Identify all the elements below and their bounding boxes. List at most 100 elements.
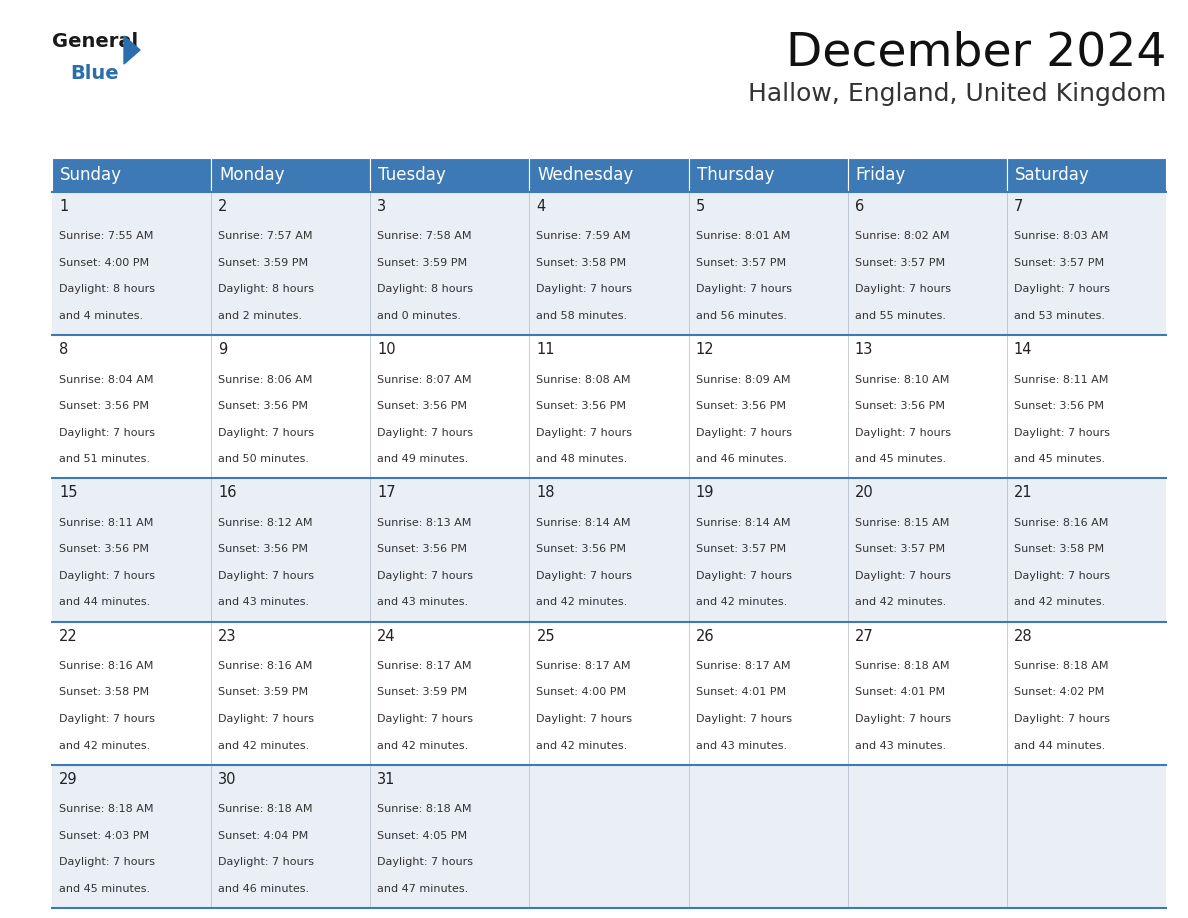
Text: and 44 minutes.: and 44 minutes. [59, 598, 150, 608]
Text: Sunrise: 8:17 AM: Sunrise: 8:17 AM [537, 661, 631, 671]
Text: Sunset: 3:56 PM: Sunset: 3:56 PM [59, 544, 148, 554]
Text: Sunset: 3:59 PM: Sunset: 3:59 PM [219, 258, 308, 268]
Text: and 47 minutes.: and 47 minutes. [378, 884, 468, 894]
Bar [371, 192, 530, 335]
Text: 27: 27 [854, 629, 873, 644]
Text: Sunrise: 8:17 AM: Sunrise: 8:17 AM [378, 661, 472, 671]
Bar [689, 765, 848, 908]
Text: Sunrise: 8:15 AM: Sunrise: 8:15 AM [854, 518, 949, 528]
Text: Daylight: 7 hours: Daylight: 7 hours [59, 857, 154, 868]
Bar [371, 478, 530, 621]
Text: Daylight: 7 hours: Daylight: 7 hours [59, 428, 154, 438]
Text: Daylight: 7 hours: Daylight: 7 hours [378, 428, 473, 438]
Bar [52, 192, 211, 335]
Text: and 43 minutes.: and 43 minutes. [378, 598, 468, 608]
Bar [689, 335, 848, 478]
Text: Sunset: 4:00 PM: Sunset: 4:00 PM [59, 258, 150, 268]
Text: Sunrise: 7:58 AM: Sunrise: 7:58 AM [378, 231, 472, 241]
Text: Sunset: 3:56 PM: Sunset: 3:56 PM [537, 401, 626, 411]
Text: Daylight: 7 hours: Daylight: 7 hours [695, 285, 791, 295]
Text: Sunrise: 8:12 AM: Sunrise: 8:12 AM [219, 518, 312, 528]
Text: and 4 minutes.: and 4 minutes. [59, 311, 143, 321]
Text: 29: 29 [59, 772, 77, 787]
Bar [848, 192, 1007, 335]
Text: and 56 minutes.: and 56 minutes. [695, 311, 786, 321]
Text: and 46 minutes.: and 46 minutes. [695, 454, 786, 465]
Bar [848, 335, 1007, 478]
Text: Daylight: 7 hours: Daylight: 7 hours [537, 285, 632, 295]
Text: 9: 9 [219, 342, 227, 357]
Bar [530, 478, 689, 621]
Text: Sunset: 4:01 PM: Sunset: 4:01 PM [854, 688, 944, 698]
Text: Daylight: 7 hours: Daylight: 7 hours [219, 428, 314, 438]
Text: 17: 17 [378, 486, 396, 500]
Text: Sunrise: 8:16 AM: Sunrise: 8:16 AM [1013, 518, 1108, 528]
Text: General: General [52, 32, 138, 51]
Bar [1007, 765, 1165, 908]
Text: Sunrise: 8:17 AM: Sunrise: 8:17 AM [695, 661, 790, 671]
Text: and 42 minutes.: and 42 minutes. [1013, 598, 1105, 608]
Bar [530, 158, 689, 192]
Bar [52, 335, 211, 478]
Text: and 45 minutes.: and 45 minutes. [854, 454, 946, 465]
Text: Sunset: 3:58 PM: Sunset: 3:58 PM [59, 688, 150, 698]
Text: Tuesday: Tuesday [378, 166, 446, 184]
Text: Sunset: 3:56 PM: Sunset: 3:56 PM [854, 401, 944, 411]
Text: Daylight: 7 hours: Daylight: 7 hours [219, 571, 314, 581]
Text: Sunset: 3:56 PM: Sunset: 3:56 PM [59, 401, 148, 411]
Bar [52, 621, 211, 765]
Bar [211, 335, 371, 478]
Text: Daylight: 7 hours: Daylight: 7 hours [537, 571, 632, 581]
Text: Sunrise: 8:02 AM: Sunrise: 8:02 AM [854, 231, 949, 241]
Text: and 42 minutes.: and 42 minutes. [537, 741, 627, 751]
Text: Monday: Monday [219, 166, 285, 184]
Text: 6: 6 [854, 199, 864, 214]
Text: 12: 12 [695, 342, 714, 357]
Bar [371, 621, 530, 765]
Text: Daylight: 7 hours: Daylight: 7 hours [537, 428, 632, 438]
Text: Daylight: 7 hours: Daylight: 7 hours [695, 714, 791, 724]
Text: 21: 21 [1013, 486, 1032, 500]
Text: and 43 minutes.: and 43 minutes. [219, 598, 309, 608]
Text: Daylight: 7 hours: Daylight: 7 hours [537, 714, 632, 724]
Bar [211, 765, 371, 908]
Text: Sunset: 3:59 PM: Sunset: 3:59 PM [378, 258, 467, 268]
Text: 2: 2 [219, 199, 228, 214]
Bar [371, 158, 530, 192]
Text: Daylight: 7 hours: Daylight: 7 hours [219, 714, 314, 724]
Bar [1007, 478, 1165, 621]
Text: Sunrise: 8:16 AM: Sunrise: 8:16 AM [219, 661, 312, 671]
Text: Sunset: 3:56 PM: Sunset: 3:56 PM [378, 401, 467, 411]
Text: Sunset: 4:05 PM: Sunset: 4:05 PM [378, 831, 467, 841]
Text: and 48 minutes.: and 48 minutes. [537, 454, 627, 465]
Bar [52, 765, 211, 908]
Text: Wednesday: Wednesday [537, 166, 633, 184]
Text: Sunrise: 8:18 AM: Sunrise: 8:18 AM [59, 804, 153, 814]
Text: Daylight: 7 hours: Daylight: 7 hours [695, 428, 791, 438]
Text: 3: 3 [378, 199, 386, 214]
Text: Daylight: 7 hours: Daylight: 7 hours [695, 571, 791, 581]
Text: 7: 7 [1013, 199, 1023, 214]
Text: 10: 10 [378, 342, 396, 357]
Bar [1007, 192, 1165, 335]
Text: Sunrise: 7:59 AM: Sunrise: 7:59 AM [537, 231, 631, 241]
Text: Sunrise: 8:11 AM: Sunrise: 8:11 AM [59, 518, 153, 528]
Text: and 42 minutes.: and 42 minutes. [695, 598, 786, 608]
Text: Friday: Friday [855, 166, 906, 184]
Text: Daylight: 7 hours: Daylight: 7 hours [1013, 285, 1110, 295]
Text: and 43 minutes.: and 43 minutes. [695, 741, 786, 751]
Text: and 53 minutes.: and 53 minutes. [1013, 311, 1105, 321]
Text: Sunrise: 8:18 AM: Sunrise: 8:18 AM [1013, 661, 1108, 671]
Text: Sunrise: 8:07 AM: Sunrise: 8:07 AM [378, 375, 472, 385]
Text: Sunset: 3:57 PM: Sunset: 3:57 PM [695, 258, 785, 268]
Text: 4: 4 [537, 199, 545, 214]
Text: and 55 minutes.: and 55 minutes. [854, 311, 946, 321]
Text: Sunset: 3:57 PM: Sunset: 3:57 PM [695, 544, 785, 554]
Text: Sunset: 4:00 PM: Sunset: 4:00 PM [537, 688, 626, 698]
Text: Sunrise: 8:18 AM: Sunrise: 8:18 AM [219, 804, 312, 814]
Text: 24: 24 [378, 629, 396, 644]
Text: Daylight: 7 hours: Daylight: 7 hours [378, 571, 473, 581]
Text: Sunrise: 7:57 AM: Sunrise: 7:57 AM [219, 231, 312, 241]
Bar [689, 192, 848, 335]
Text: Daylight: 7 hours: Daylight: 7 hours [59, 714, 154, 724]
